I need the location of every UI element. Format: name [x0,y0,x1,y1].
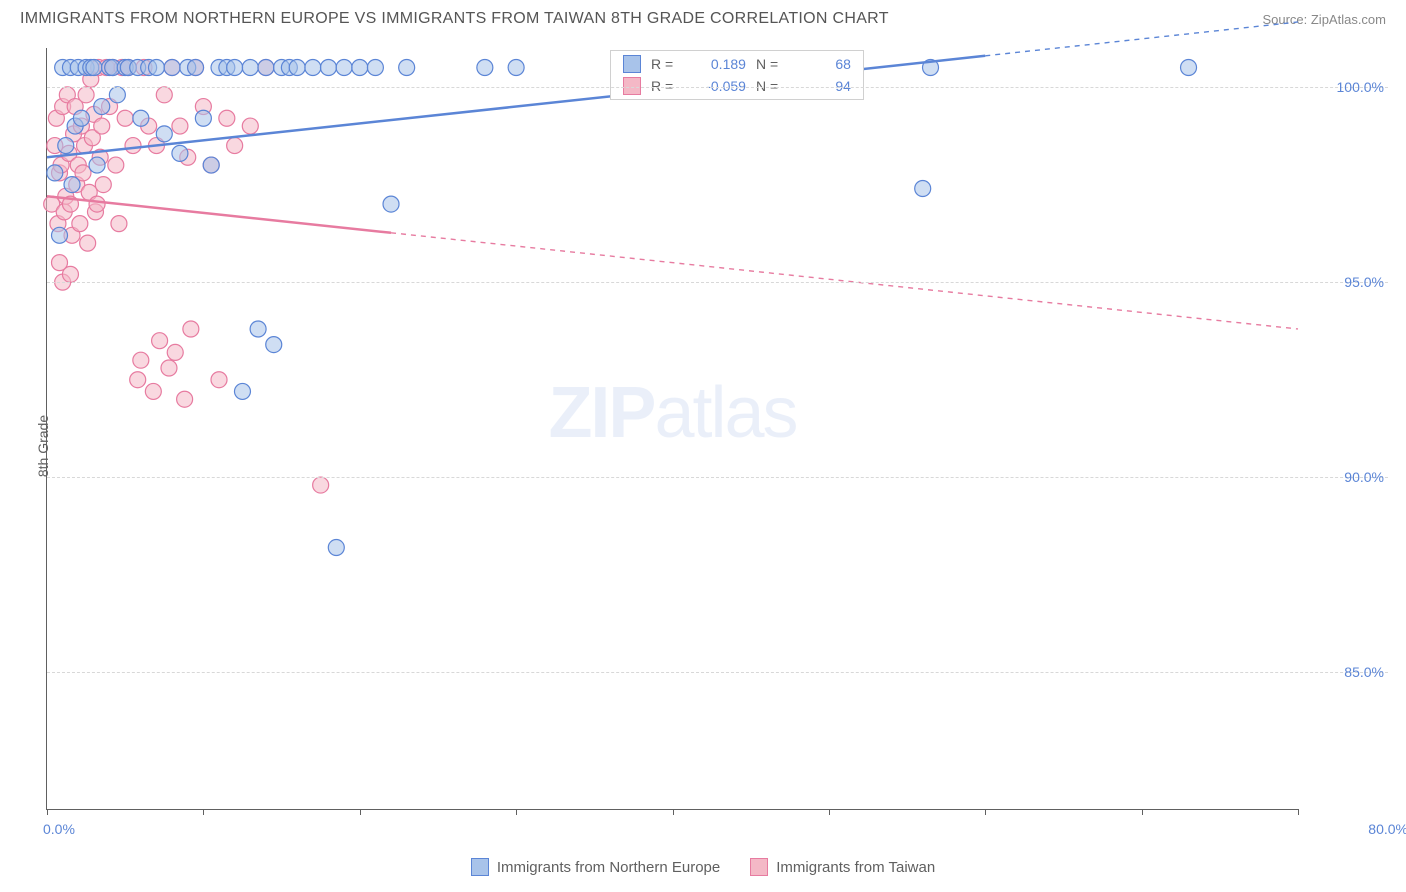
x-tick [985,809,986,815]
data-point [72,216,88,232]
data-point [94,99,110,115]
swatch-blue-icon [471,858,489,876]
legend-item-pink: Immigrants from Taiwan [750,858,935,876]
data-point [108,157,124,173]
x-tick [1142,809,1143,815]
data-point [161,360,177,376]
data-point [58,138,74,154]
data-point [352,60,368,76]
y-tick-label: 100.0% [1337,79,1384,95]
data-point [152,333,168,349]
data-point [242,118,258,134]
data-point [133,352,149,368]
data-point [328,540,344,556]
data-point [148,60,164,76]
x-axis-min-label: 0.0% [43,821,75,837]
data-point [227,60,243,76]
chart-header: IMMIGRANTS FROM NORTHERN EUROPE VS IMMIG… [0,0,1406,34]
data-point [167,344,183,360]
x-tick [516,809,517,815]
data-point [266,337,282,353]
y-tick-label: 85.0% [1344,664,1384,680]
data-point [234,383,250,399]
x-axis-max-label: 80.0% [1368,821,1406,837]
data-point [73,110,89,126]
gridline [47,672,1388,673]
gridline [47,87,1388,88]
data-point [95,177,111,193]
data-point [94,118,110,134]
data-point [219,110,235,126]
chart-area: 8th Grade ZIPatlas R = 0.189 N = 68 R = … [46,48,1388,844]
gridline [47,282,1388,283]
data-point [64,177,80,193]
data-point [203,157,219,173]
data-point [915,180,931,196]
data-point [305,60,321,76]
y-tick-label: 95.0% [1344,274,1384,290]
correlation-row-pink: R = -0.059 N = 94 [611,75,863,97]
correlation-row-blue: R = 0.189 N = 68 [611,53,863,75]
data-point [383,196,399,212]
data-point [89,157,105,173]
data-point [477,60,493,76]
swatch-pink-icon [750,858,768,876]
scatter-svg [47,48,1298,809]
data-point [289,60,305,76]
swatch-blue [623,55,641,73]
data-point [399,60,415,76]
data-point [195,110,211,126]
data-point [336,60,352,76]
chart-source: Source: ZipAtlas.com [1262,12,1386,27]
data-point [258,60,274,76]
data-point [1181,60,1197,76]
data-point [86,60,102,76]
swatch-pink [623,77,641,95]
data-point [117,110,133,126]
series-legend: Immigrants from Northern Europe Immigran… [0,858,1406,876]
data-point [156,87,172,103]
data-point [250,321,266,337]
data-point [188,60,204,76]
x-tick [360,809,361,815]
legend-item-blue: Immigrants from Northern Europe [471,858,720,876]
y-tick-label: 90.0% [1344,469,1384,485]
data-point [145,383,161,399]
x-tick [203,809,204,815]
data-point [508,60,524,76]
plot-area: ZIPatlas R = 0.189 N = 68 R = -0.059 N =… [46,48,1298,810]
data-point [183,321,199,337]
data-point [211,372,227,388]
data-point [242,60,258,76]
data-point [89,196,105,212]
data-point [172,145,188,161]
trend-line-dashed [391,233,1298,329]
x-tick [1298,809,1299,815]
data-point [133,110,149,126]
data-point [156,126,172,142]
data-point [109,87,125,103]
x-tick [829,809,830,815]
data-point [130,372,146,388]
data-point [164,60,180,76]
data-point [313,477,329,493]
data-point [125,138,141,154]
chart-title: IMMIGRANTS FROM NORTHERN EUROPE VS IMMIG… [20,10,889,28]
data-point [47,165,63,181]
gridline [47,477,1388,478]
data-point [80,235,96,251]
data-point [367,60,383,76]
data-point [177,391,193,407]
data-point [78,87,94,103]
data-point [52,227,68,243]
x-tick [47,809,48,815]
data-point [111,216,127,232]
data-point [227,138,243,154]
data-point [52,255,68,271]
correlation-legend: R = 0.189 N = 68 R = -0.059 N = 94 [610,50,864,100]
data-point [320,60,336,76]
data-point [172,118,188,134]
x-tick [673,809,674,815]
